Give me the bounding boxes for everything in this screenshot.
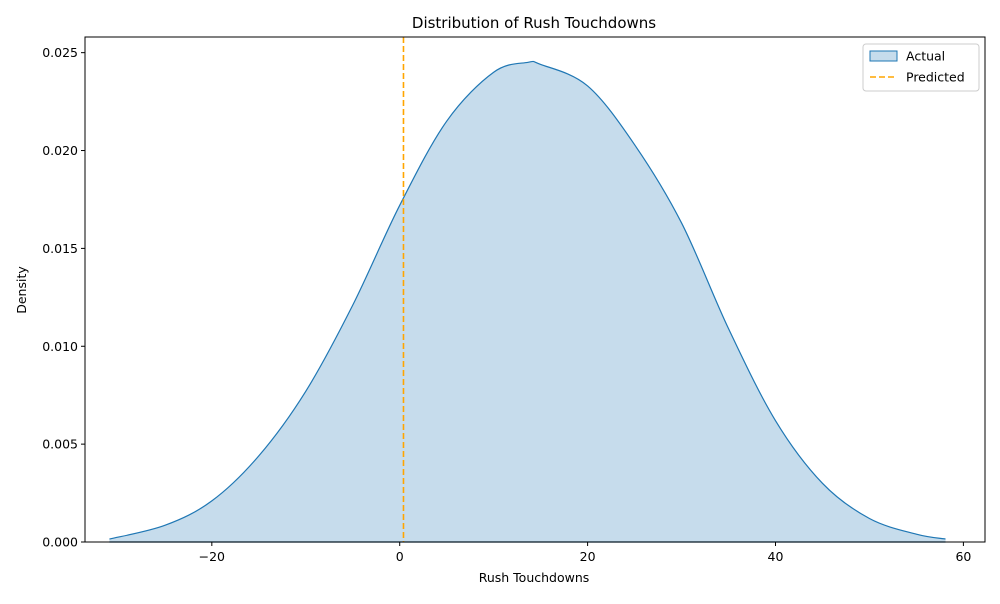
x-tick-label: 20 [580,549,596,564]
chart-title: Distribution of Rush Touchdowns [412,14,656,32]
y-axis-label: Density [14,266,29,314]
y-tick-label: 0.015 [42,241,78,256]
x-tick-label: 40 [768,549,784,564]
legend-label-actual: Actual [906,49,945,64]
x-tick-label: 60 [955,549,971,564]
legend: Actual Predicted [862,43,980,92]
y-tick-label: 0.010 [42,339,78,354]
y-tick-label: 0.005 [42,437,78,452]
x-axis-label: Rush Touchdowns [479,570,590,585]
x-tick-label: 0 [396,549,404,564]
x-tick-label: −20 [199,549,225,564]
legend-label-predicted: Predicted [906,70,965,85]
y-tick-label: 0.000 [42,535,78,550]
series-0-density-line [109,60,946,540]
y-tick-label: 0.025 [42,45,78,60]
plot-frame [84,36,986,543]
y-tick-label: 0.020 [42,143,78,158]
series-0-area-fill [109,61,946,543]
legend-swatch-actual [869,50,898,62]
axes: −20 0 20 40 60 0.000 0.005 0.010 0.015 0.020 0.025 [42,36,986,564]
plot-area [109,37,946,543]
